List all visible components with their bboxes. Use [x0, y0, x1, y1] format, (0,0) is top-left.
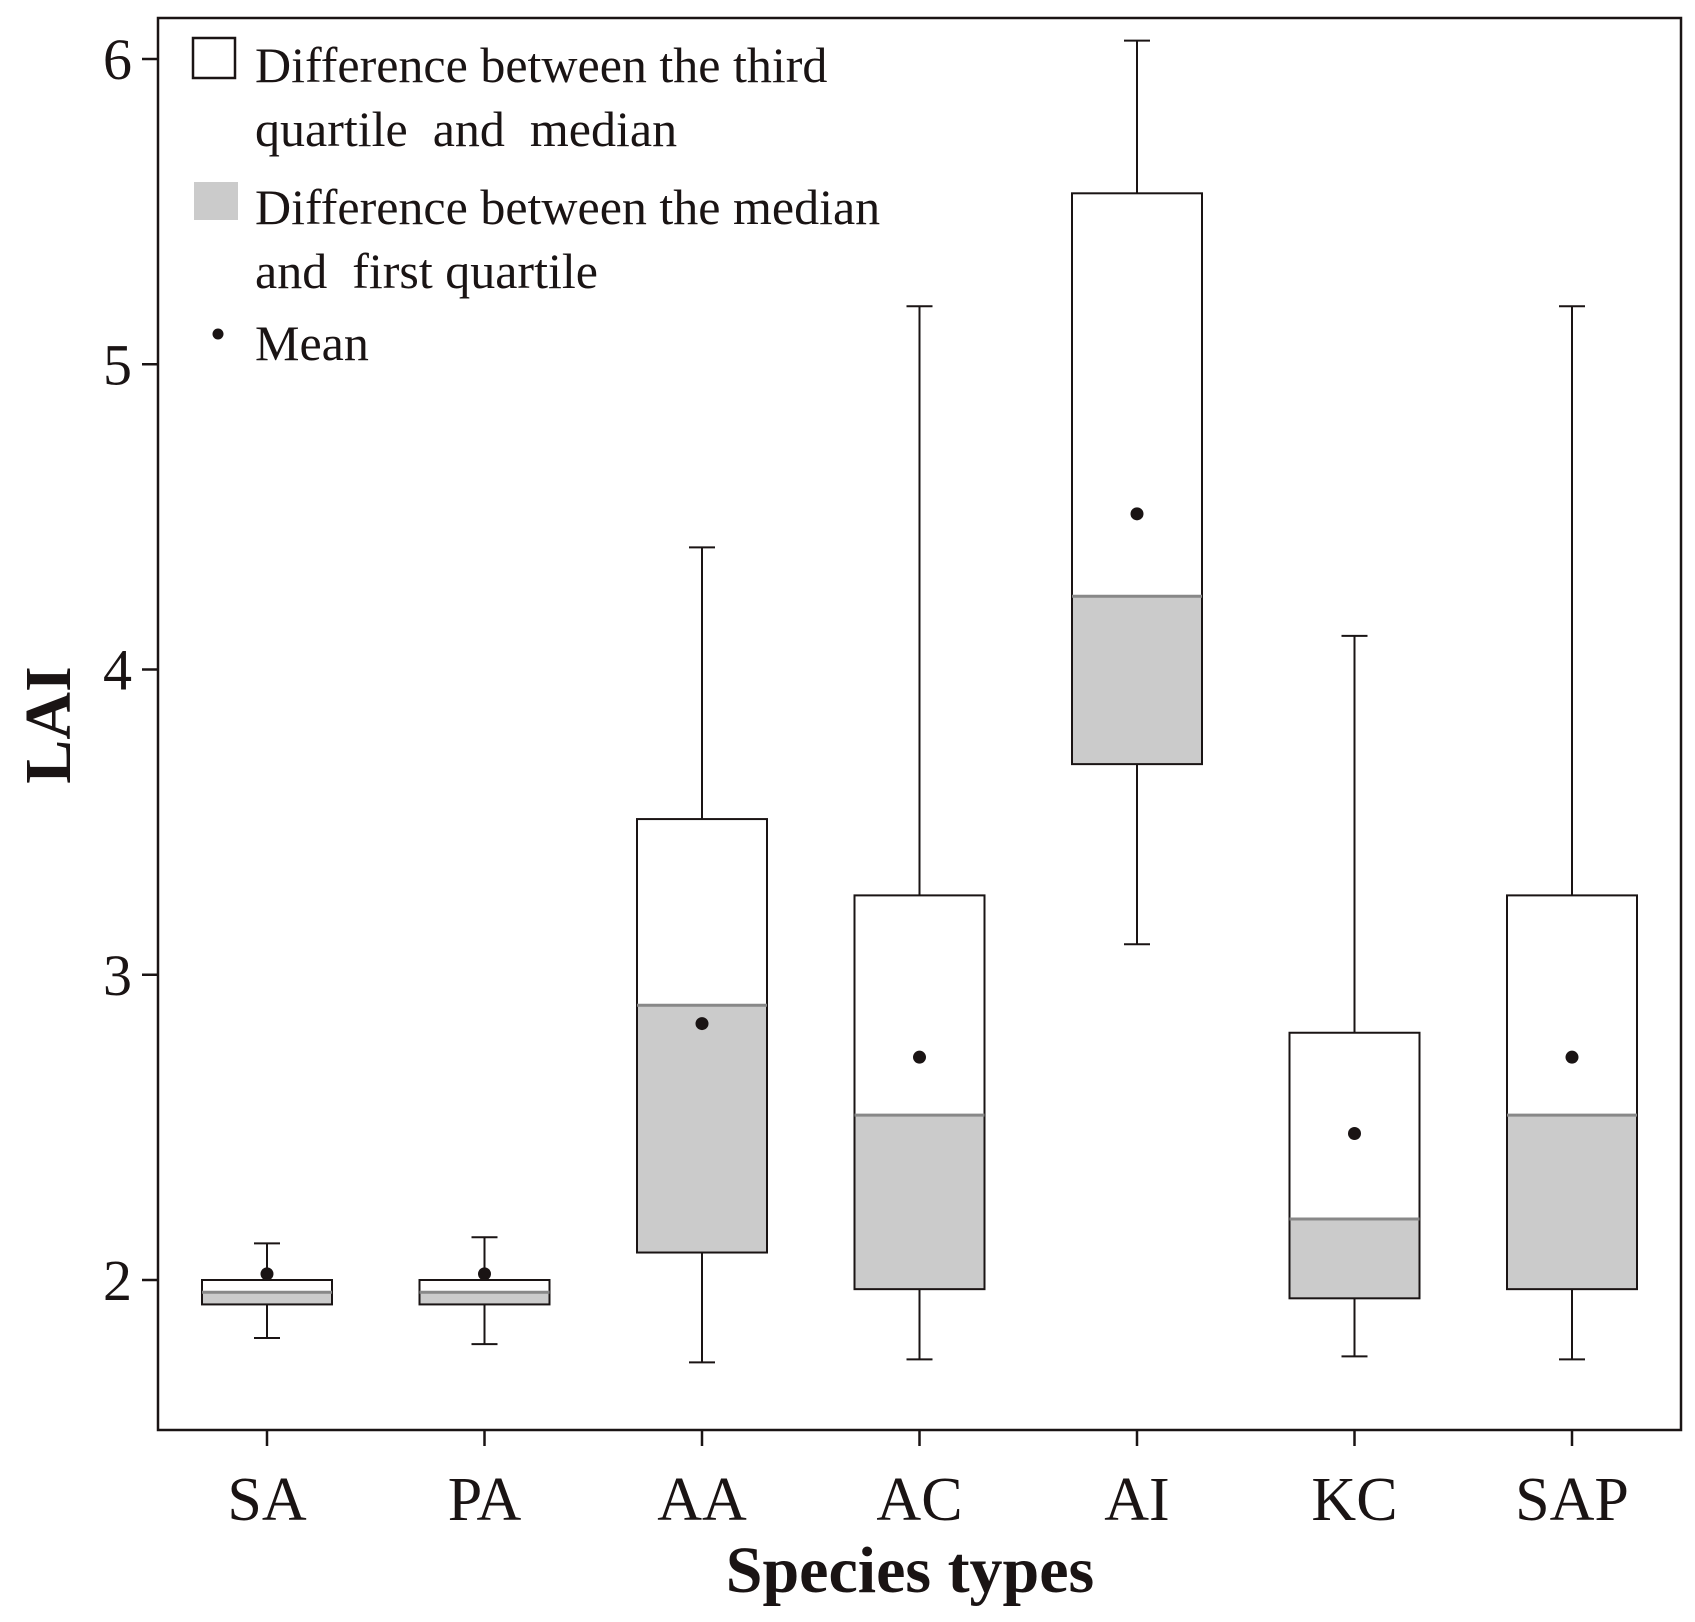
lower-box — [1288, 1217, 1421, 1300]
mean-dot-pa — [478, 1267, 491, 1281]
y-tick-label: 2 — [103, 1248, 132, 1313]
box-pa — [418, 1236, 551, 1346]
legend-entry: Difference between the third quartile and… — [191, 36, 827, 157]
legend-label: Difference between the median — [255, 179, 880, 235]
mean-dot-aa — [695, 1017, 709, 1031]
legend-entry: Mean — [212, 315, 369, 371]
x-tick-label: PA — [448, 1466, 522, 1534]
mean-markers — [260, 507, 1579, 1281]
mean-dot-ai — [1130, 507, 1144, 521]
y-tick-label: 5 — [103, 332, 132, 397]
upper-box — [853, 894, 986, 1117]
upper-box — [1071, 192, 1203, 598]
upper-box — [201, 1279, 333, 1294]
y-tick-label: 6 — [103, 27, 132, 92]
y-tick-label: 4 — [103, 638, 132, 703]
lower-box — [636, 1004, 768, 1254]
legend-open-box-icon — [191, 36, 237, 80]
legend-entry: Difference between the median and first q… — [194, 179, 880, 299]
upper-box — [636, 818, 768, 1007]
x-tick-label: KC — [1311, 1466, 1397, 1534]
lower-box — [418, 1291, 551, 1306]
mean-dot-ac — [913, 1050, 926, 1064]
legend-label: Mean — [255, 315, 369, 371]
mean-dot-sap — [1565, 1050, 1579, 1064]
x-tick-label: AC — [876, 1466, 962, 1534]
legend-label: quartile and median — [255, 101, 677, 157]
box-kc — [1288, 634, 1421, 1358]
box-series — [201, 39, 1638, 1364]
legend: Difference between the third quartile and… — [191, 36, 880, 371]
y-axis-label: LAI — [12, 666, 85, 783]
mean-dot-sa — [260, 1267, 274, 1281]
x-tick-label: SA — [227, 1466, 306, 1534]
legend-label: Difference between the third — [255, 37, 827, 93]
legend-label: and first quartile — [255, 243, 598, 299]
y-tick-label: 3 — [103, 943, 132, 1008]
x-tick-label: SAP — [1515, 1466, 1629, 1534]
x-axis-label: Species types — [726, 1534, 1094, 1607]
upper-box — [1288, 1031, 1421, 1220]
lower-box — [1071, 595, 1203, 766]
mean-dot-kc — [1348, 1126, 1361, 1140]
box-ac — [853, 305, 986, 1361]
x-tick-label: AI — [1104, 1466, 1169, 1534]
y-axis: 2 3 4 5 6 — [103, 27, 158, 1313]
box-sa — [201, 1242, 333, 1339]
lower-box — [201, 1291, 333, 1306]
box-ai — [1071, 39, 1203, 946]
lower-box — [853, 1114, 986, 1291]
x-axis: SA PA AA AC AI KC SAP — [227, 1430, 1629, 1534]
x-tick-label: AA — [657, 1466, 747, 1534]
box-aa — [636, 546, 768, 1364]
upper-box — [1506, 894, 1638, 1117]
upper-box — [418, 1279, 551, 1294]
lower-box — [1506, 1114, 1638, 1291]
legend-grey-box-icon — [194, 182, 238, 220]
legend-mean-dot-icon — [212, 328, 224, 340]
box-sap — [1506, 305, 1638, 1361]
